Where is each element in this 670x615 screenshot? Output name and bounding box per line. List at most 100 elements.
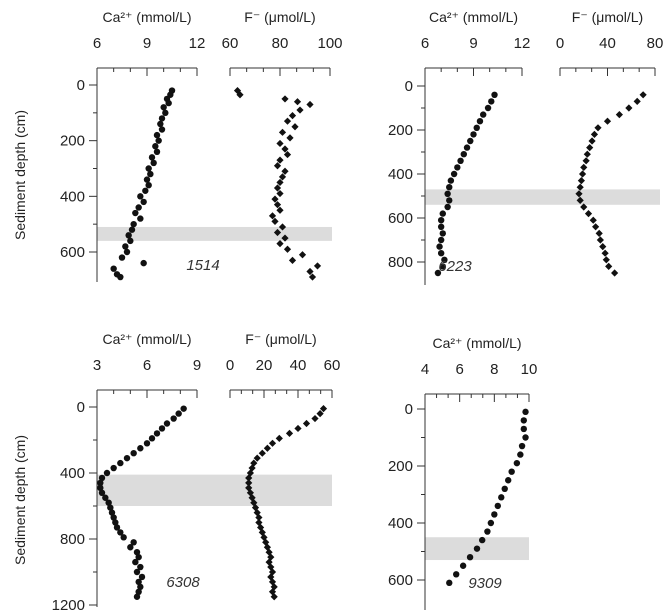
x-axis-title: Ca²⁺ (mmol/L) <box>432 335 521 351</box>
data-point <box>130 450 137 457</box>
data-point <box>123 454 131 462</box>
data-point <box>491 511 498 518</box>
data-point <box>276 178 284 187</box>
data-point <box>102 494 109 501</box>
data-point <box>580 203 588 211</box>
data-point <box>576 196 584 204</box>
data-point <box>165 99 172 107</box>
data-point <box>110 464 117 472</box>
y-tick-label: 0 <box>77 399 85 416</box>
data-point <box>108 509 116 516</box>
data-point <box>611 269 619 277</box>
x-tick-label: 80 <box>647 35 664 52</box>
data-point <box>518 442 526 450</box>
data-point <box>245 474 253 482</box>
data-point <box>262 538 270 546</box>
y-tick-label: 600 <box>388 572 413 589</box>
data-point <box>466 554 474 561</box>
data-point <box>258 449 266 457</box>
data-point <box>479 536 486 544</box>
data-point <box>446 579 453 587</box>
data-point <box>155 137 162 144</box>
y-tick-label: 200 <box>388 122 413 139</box>
data-point <box>276 206 284 214</box>
data-point <box>157 120 164 128</box>
data-point <box>311 414 319 423</box>
panel-calcium: Ca²⁺ (mmol/L)6 9 12 <box>93 9 206 281</box>
data-point <box>302 419 311 428</box>
data-point <box>578 170 587 178</box>
data-point <box>513 459 521 467</box>
x-tick-label: 60 <box>222 35 239 52</box>
data-point <box>470 131 477 138</box>
data-point <box>584 210 593 218</box>
data-point <box>520 425 527 433</box>
data-point <box>145 182 152 189</box>
data-point <box>316 410 324 418</box>
data-point <box>148 435 156 442</box>
x-tick-label: 12 <box>189 35 206 52</box>
data-point <box>437 250 445 257</box>
x-axis-title: F⁻ (μmol/L) <box>572 9 643 25</box>
data-point <box>592 223 600 231</box>
data-point <box>441 256 448 263</box>
data-point <box>128 226 136 233</box>
data-point <box>158 115 166 122</box>
y-tick-label: 600 <box>60 244 85 261</box>
data-point <box>98 489 106 496</box>
data-point <box>120 534 127 541</box>
data-point <box>127 237 134 245</box>
data-point <box>135 588 142 595</box>
data-point <box>140 198 147 206</box>
data-point <box>508 468 515 475</box>
data-point <box>281 234 289 242</box>
panel-fluoride: F⁻ (μmol/L) 60 80 100 <box>222 9 343 281</box>
data-point <box>143 440 151 447</box>
data-point <box>463 144 471 151</box>
data-point <box>582 157 590 165</box>
data-point <box>271 217 279 225</box>
data-point <box>306 100 314 109</box>
data-point <box>285 429 294 437</box>
data-point <box>250 459 258 467</box>
data-point <box>105 499 112 506</box>
chart-site-9309: 0 200 400 600 Ca²⁺ (mmol/L)4 6 8 10 9309 <box>388 335 537 610</box>
y-tick-label: 400 <box>60 465 85 482</box>
x-tick-label: 0 <box>226 357 234 374</box>
data-point <box>123 248 131 256</box>
x-axis-title: F⁻ (μmol/L) <box>244 9 315 25</box>
data-point <box>575 190 583 198</box>
data-point <box>270 593 278 601</box>
data-point <box>137 215 144 222</box>
x-tick-label: 10 <box>521 361 538 378</box>
data-point <box>446 197 453 204</box>
y-tick-label: 800 <box>60 531 85 548</box>
y-tick-label: 0 <box>405 401 413 418</box>
data-point <box>133 568 141 576</box>
chart-site-1514: 0 200 400 600 Sediment depth (cm) Ca²⁺ (mmol/… <box>12 9 343 282</box>
data-point <box>253 509 261 517</box>
panel-fluoride: F⁻ (μmol/L) 0 20 40 60 <box>226 331 340 601</box>
data-point <box>522 434 529 441</box>
sulfate-methane-transition-band <box>97 226 332 241</box>
data-point <box>476 118 484 125</box>
x-axis-title: Ca²⁺ (mmol/L) <box>429 9 518 25</box>
data-point <box>265 548 273 556</box>
data-point <box>288 256 297 264</box>
data-point <box>615 111 623 119</box>
x-tick-label: 40 <box>599 35 616 52</box>
data-point <box>296 106 304 114</box>
data-point <box>283 117 292 125</box>
data-point <box>281 145 289 153</box>
data-point <box>281 95 289 103</box>
data-point <box>245 479 253 487</box>
data-point <box>454 164 461 171</box>
sulfate-methane-transition-band <box>97 474 332 506</box>
data-point <box>103 469 111 477</box>
data-point <box>306 267 314 276</box>
data-point <box>625 104 633 112</box>
data-point <box>97 484 104 492</box>
data-point <box>133 593 141 600</box>
